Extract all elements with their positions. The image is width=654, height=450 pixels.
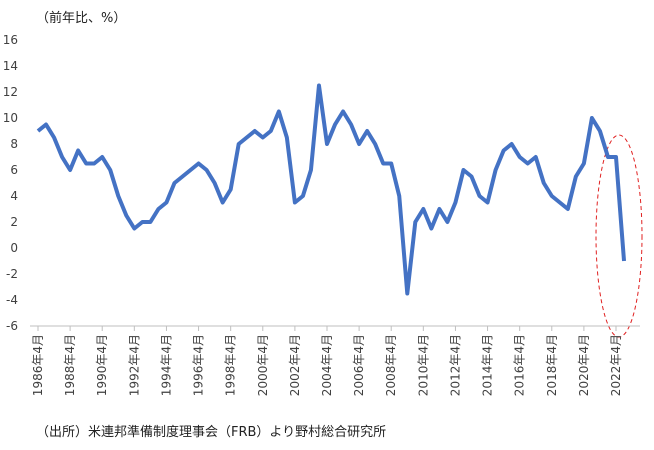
y-tick-label: -6 — [6, 319, 18, 333]
data-line — [36, 83, 627, 296]
y-tick-label: 8 — [10, 137, 18, 151]
y-axis-unit: （前年比、%） — [36, 10, 126, 26]
y-tick-label: 6 — [10, 163, 18, 177]
x-tick-label: 2010年4月 — [416, 334, 430, 396]
highlight-ellipse — [595, 134, 643, 338]
x-tick-label: 2012年4月 — [448, 334, 462, 396]
x-tick-label: 1996年4月 — [192, 334, 206, 396]
y-tick-label: 14 — [3, 59, 18, 73]
y-tick-label: 16 — [3, 33, 18, 47]
x-tick-label: 1992年4月 — [127, 334, 141, 396]
x-tick-label: 2002年4月 — [288, 334, 302, 396]
x-tick-label: 1998年4月 — [224, 334, 238, 396]
y-tick-label: -4 — [6, 293, 18, 307]
y-tick-label: 4 — [10, 189, 18, 203]
y-tick-label: 2 — [10, 215, 18, 229]
x-tick-label: 2006年4月 — [352, 334, 366, 396]
x-tick-label: 1986年4月 — [31, 334, 45, 396]
y-tick-label: 10 — [3, 111, 18, 125]
x-tick-label: 2018年4月 — [545, 334, 559, 396]
y-tick-label: 12 — [3, 85, 18, 99]
y-tick-label: 0 — [10, 241, 18, 255]
x-tick-label: 1994年4月 — [159, 334, 173, 396]
y-tick-label: -2 — [6, 267, 18, 281]
x-tick-label: 1988年4月 — [63, 334, 77, 396]
x-tick-label: 2000年4月 — [256, 334, 270, 396]
x-tick-label: 2022年4月 — [609, 334, 623, 396]
x-tick-label: 2020年4月 — [577, 334, 591, 396]
x-tick-label: 2014年4月 — [481, 334, 495, 396]
x-tick-label: 2008年4月 — [384, 334, 398, 396]
x-tick-label: 2004年4月 — [320, 334, 334, 396]
source-note: （出所）米連邦準備制度理事会（FRB）より野村総合研究所 — [36, 424, 386, 440]
x-tick-label: 2016年4月 — [513, 334, 527, 396]
x-tick-label: 1990年4月 — [95, 334, 109, 396]
